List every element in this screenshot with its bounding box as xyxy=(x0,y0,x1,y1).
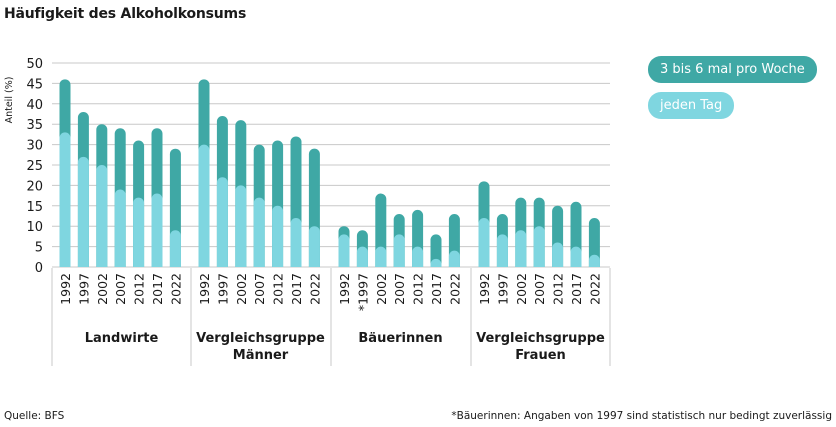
bar-weekly xyxy=(588,218,600,267)
y-tick-label: 0 xyxy=(35,261,43,276)
bars xyxy=(59,79,600,268)
x-tick-label: 2017 xyxy=(150,273,165,305)
bar-daily xyxy=(588,254,600,267)
x-tick-label: 2022 xyxy=(587,273,602,305)
bar-daily xyxy=(338,234,350,267)
x-tick-label: 2022 xyxy=(447,273,462,305)
y-axis: 0 5 10 15 20 25 30 35 40 45 50 Anteil (%) xyxy=(4,57,43,276)
x-tick-label: 1997 xyxy=(215,273,230,305)
bar-daily xyxy=(552,242,564,267)
bar-daily xyxy=(356,246,368,267)
group-label: Landwirte xyxy=(85,331,159,346)
x-tick-label: 1992 xyxy=(197,273,212,305)
x-tick-label: 1997 xyxy=(76,273,91,305)
x-tick-label: 2022 xyxy=(307,273,322,305)
bar-daily xyxy=(412,246,424,267)
bar-daily xyxy=(496,234,508,267)
legend-item-weekly: 3 bis 6 mal pro Woche xyxy=(648,56,817,83)
bar-daily xyxy=(235,185,247,267)
bar-daily xyxy=(272,205,284,267)
bar-daily xyxy=(570,246,582,267)
bar-daily xyxy=(375,246,387,267)
bar-daily xyxy=(448,250,460,267)
bar-daily xyxy=(253,197,265,267)
group-label: Männer xyxy=(233,348,289,363)
group-label: Vergleichsgruppe xyxy=(476,331,605,346)
x-tick-label: 2007 xyxy=(532,273,547,305)
x-tick-label: *1997 xyxy=(355,273,370,311)
x-tick-label: 1992 xyxy=(337,273,352,305)
y-tick-label: 35 xyxy=(26,118,43,133)
bar-weekly xyxy=(430,234,442,267)
bar-daily xyxy=(430,258,442,267)
y-tick-label: 45 xyxy=(26,77,43,92)
x-tick-label: 1992 xyxy=(477,273,492,305)
group-label: Vergleichsgruppe xyxy=(196,331,325,346)
x-tick-label: 2017 xyxy=(429,273,444,305)
x-tick-label: 2012 xyxy=(271,273,286,305)
group-label: Frauen xyxy=(515,348,566,363)
bar-daily xyxy=(114,189,126,267)
y-tick-label: 15 xyxy=(26,200,43,215)
bar-daily xyxy=(393,234,405,267)
y-tick-label: 50 xyxy=(26,57,43,72)
legend-item-daily: jeden Tag xyxy=(648,92,735,119)
x-tick-label: 2007 xyxy=(392,273,407,305)
bar-daily xyxy=(308,226,320,267)
y-tick-label: 40 xyxy=(26,98,43,113)
x-tick-label: 2012 xyxy=(551,273,566,305)
x-axis: 1992 1997 2002 2007 2012 2017 2022Landwirte199… xyxy=(51,268,611,366)
x-tick-label: 2017 xyxy=(289,273,304,305)
chart-title: Häufigkeit des Alkoholkonsums xyxy=(4,6,247,22)
x-tick-label: 2017 xyxy=(569,273,584,305)
x-tick-label: 2022 xyxy=(168,273,183,305)
y-axis-label: Anteil (%) xyxy=(4,77,15,124)
bar-daily xyxy=(515,230,527,267)
x-tick-label: 2002 xyxy=(234,273,249,305)
x-tick-label: 1997 xyxy=(495,273,510,305)
bar-daily xyxy=(290,218,302,267)
x-tick-label: 2012 xyxy=(411,273,426,305)
x-tick-label: 2012 xyxy=(132,273,147,305)
bar-daily xyxy=(533,226,545,267)
bar-daily xyxy=(59,132,71,267)
group-label: Bäuerinnen xyxy=(358,331,442,346)
x-tick-label: 1992 xyxy=(58,273,73,305)
x-tick-label: 2007 xyxy=(113,273,128,305)
bar-daily xyxy=(216,177,228,267)
bar-daily xyxy=(478,218,490,267)
bar-daily xyxy=(198,144,210,267)
y-tick-label: 5 xyxy=(35,241,43,256)
x-tick-label: 2002 xyxy=(374,273,389,305)
y-tick-label: 10 xyxy=(26,220,43,235)
source-note: Quelle: BFS xyxy=(4,410,65,422)
bar-daily xyxy=(77,156,89,267)
y-tick-label: 30 xyxy=(26,139,43,154)
x-tick-label: 2002 xyxy=(514,273,529,305)
bar-daily xyxy=(151,193,163,267)
y-tick-label: 25 xyxy=(26,159,43,174)
x-tick-label: 2002 xyxy=(95,273,110,305)
bar-daily xyxy=(169,230,181,267)
bar-daily xyxy=(133,197,145,267)
x-tick-label: 2007 xyxy=(252,273,267,305)
y-tick-label: 20 xyxy=(26,179,43,194)
footnote: *Bäuerinnen: Angaben von 1997 sind stati… xyxy=(451,410,832,422)
bar-daily xyxy=(96,165,108,267)
